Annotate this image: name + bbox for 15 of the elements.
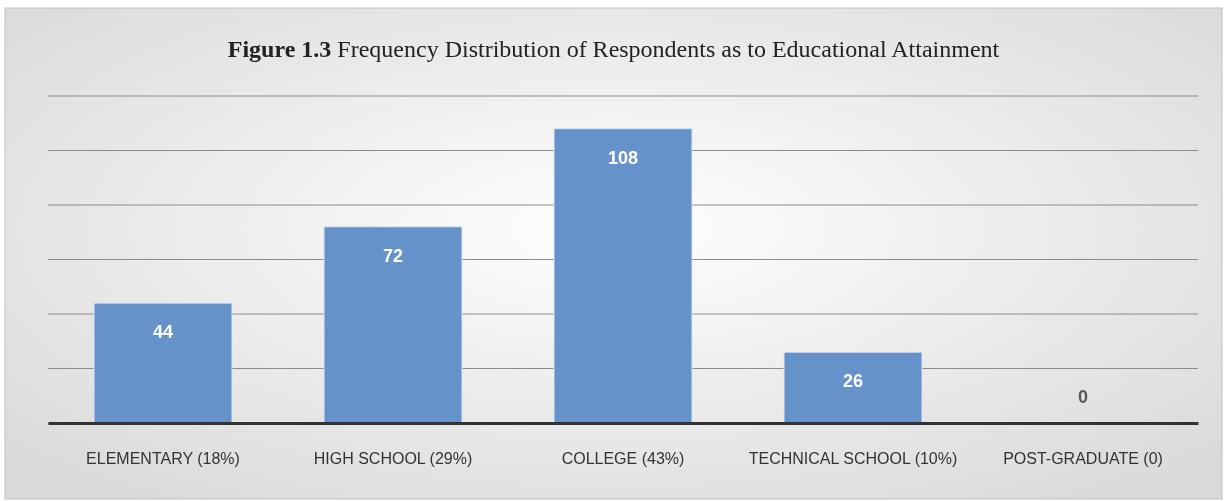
x-tick-label: TECHNICAL SCHOOL (10%) [748, 450, 958, 468]
chart-title: Figure 1.3 Frequency Distribution of Respondents as to Educational Attainment [227, 36, 1000, 62]
data-label: 44 [152, 322, 174, 343]
x-tick-label: COLLEGE (43%) [561, 450, 685, 468]
bar [783, 351, 923, 424]
data-label: 72 [382, 245, 404, 266]
bar [323, 226, 463, 424]
x-tick-label: HIGH SCHOOL (29%) [313, 450, 473, 468]
x-tick-label: ELEMENTARY (18%) [86, 450, 240, 468]
bar [553, 128, 693, 424]
data-label: 108 [607, 147, 639, 168]
bar [93, 302, 233, 424]
x-tick-label: POST-GRADUATE (0) [1003, 450, 1163, 468]
data-label: 26 [842, 371, 864, 392]
data-label: 0 [1077, 387, 1089, 407]
